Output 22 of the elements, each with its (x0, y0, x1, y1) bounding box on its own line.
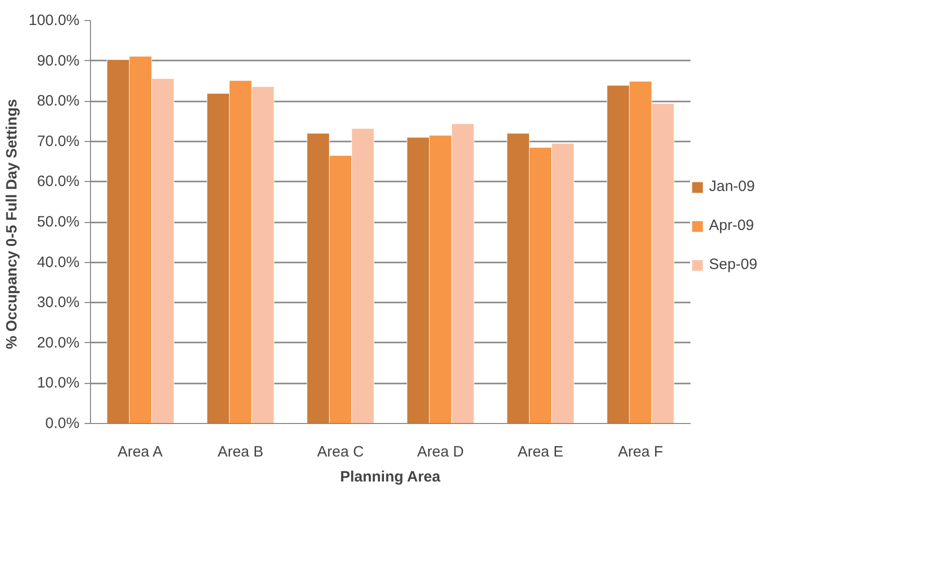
y-axis-title: % Occupancy 0-5 Full Day Settings (4, 99, 21, 350)
y-tick-label: 60.0% (36, 173, 80, 190)
y-tick-label: 90.0% (36, 52, 80, 70)
y-tick-label: 50.0% (36, 214, 80, 230)
x-tick-label: Area C (317, 444, 364, 460)
x-tick-label: Area B (218, 444, 264, 460)
x-axis-title: Planning Area (340, 468, 442, 486)
y-tick-label: 80.0% (36, 92, 80, 110)
y-tick-label: 10.0% (36, 374, 80, 392)
x-tick-label: Area F (618, 444, 664, 460)
y-tick-label: 30.0% (36, 294, 80, 312)
x-tick-label: Area D (417, 444, 464, 460)
legend-label: Jan-09 (709, 178, 755, 195)
y-tick-label: 20.0% (36, 334, 80, 352)
y-tick-label: 100.0% (28, 12, 80, 29)
y-tick-label: 40.0% (36, 254, 80, 271)
x-tick-label: Area A (118, 444, 163, 460)
legend-label: Sep-09 (709, 256, 758, 273)
y-tick-label: 0.0% (45, 415, 80, 432)
x-tick-label: Area E (518, 444, 564, 460)
y-tick-label: 70.0% (36, 132, 80, 150)
legend-label: Apr-09 (709, 217, 754, 234)
